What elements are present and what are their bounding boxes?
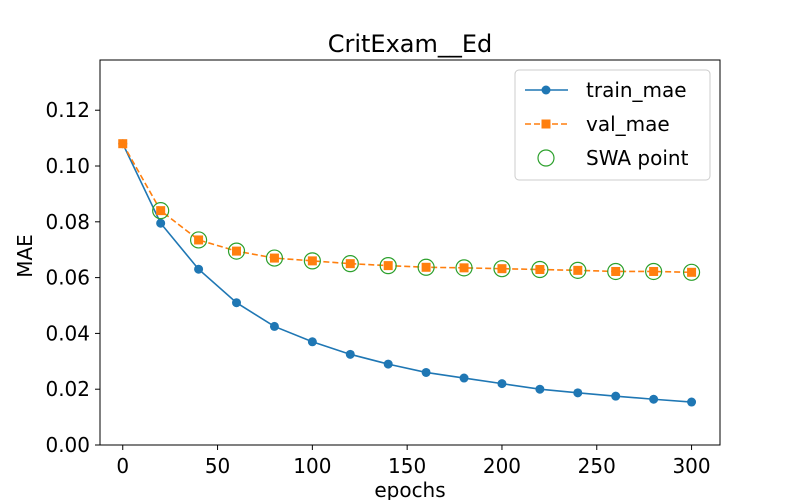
y-tick-label: 0.04 bbox=[45, 321, 90, 345]
x-tick-label: 100 bbox=[293, 454, 331, 478]
point-train-mae bbox=[383, 359, 393, 369]
point-val-mae bbox=[118, 139, 128, 149]
y-tick-label: 0.08 bbox=[45, 210, 90, 234]
legend-train-mae-label: train_mae bbox=[586, 78, 687, 102]
point-val-mae bbox=[232, 246, 242, 256]
point-swa-point bbox=[189, 231, 208, 249]
x-tick-label: 300 bbox=[672, 454, 710, 478]
point-train-mae bbox=[194, 264, 204, 274]
y-axis-title: MAE bbox=[13, 234, 37, 278]
point-train-mae bbox=[269, 321, 279, 331]
point-train-mae bbox=[459, 373, 469, 383]
x-tick-label: 150 bbox=[388, 454, 426, 478]
series-line-train-mae bbox=[122, 143, 692, 403]
point-train-mae bbox=[573, 388, 583, 398]
point-val-mae bbox=[611, 266, 621, 276]
point-val-mae bbox=[156, 206, 166, 216]
point-swa-point bbox=[493, 260, 511, 278]
point-swa-point bbox=[569, 261, 587, 279]
y-tick-label: 0.06 bbox=[45, 266, 90, 290]
legend-swa-point-label: SWA point bbox=[586, 146, 689, 170]
point-swa-point bbox=[379, 257, 397, 275]
point-swa-point bbox=[227, 242, 246, 260]
point-train-mae bbox=[497, 379, 507, 389]
point-swa-point bbox=[645, 262, 663, 281]
point-val-mae bbox=[307, 256, 317, 266]
point-train-mae bbox=[156, 218, 166, 228]
point-train-mae bbox=[611, 391, 621, 401]
y-axis: 0.00 0.02 0.04 0.06 0.08 0.10 0.12 bbox=[45, 98, 100, 457]
y-tick-label: 0.02 bbox=[45, 377, 90, 401]
legend-item-val-mae: val_mae bbox=[525, 112, 670, 136]
legend-val-mae-marker bbox=[541, 119, 551, 129]
point-train-mae bbox=[232, 298, 242, 308]
point-val-mae bbox=[649, 266, 659, 276]
x-tick-label: 200 bbox=[483, 454, 521, 478]
series-val-mae bbox=[118, 139, 697, 277]
point-swa-point bbox=[341, 255, 359, 273]
point-train-mae bbox=[649, 394, 659, 404]
x-tick-label: 0 bbox=[116, 454, 129, 478]
point-val-mae bbox=[535, 265, 545, 275]
legend-train-mae-marker bbox=[541, 85, 551, 95]
point-train-mae bbox=[345, 349, 355, 359]
point-swa-point bbox=[303, 252, 321, 270]
y-tick-label: 0.00 bbox=[45, 433, 90, 457]
point-train-mae bbox=[687, 397, 697, 407]
legend-item-swa-point: SWA point bbox=[537, 146, 689, 170]
legend-val-mae-label: val_mae bbox=[586, 112, 670, 136]
point-swa-point bbox=[607, 262, 625, 281]
point-val-mae bbox=[687, 267, 697, 277]
x-axis-title: epochs bbox=[374, 478, 445, 500]
series-layer bbox=[118, 139, 701, 407]
plot-area bbox=[99, 59, 721, 446]
series-line-val-mae bbox=[122, 143, 692, 274]
point-swa-point bbox=[417, 258, 435, 276]
point-swa-point bbox=[682, 263, 701, 281]
point-swa-point bbox=[455, 259, 473, 277]
x-axis: 0 50 100 150 200 250 300 bbox=[116, 445, 711, 478]
point-val-mae bbox=[383, 261, 393, 271]
plot-frame bbox=[99, 59, 721, 446]
x-tick-label: 50 bbox=[205, 454, 230, 478]
point-train-mae bbox=[307, 337, 317, 347]
point-val-mae bbox=[497, 264, 507, 274]
y-tick-label: 0.12 bbox=[45, 98, 90, 122]
point-train-mae bbox=[421, 367, 431, 377]
chart-title: CritExam__Ed bbox=[328, 30, 493, 58]
x-tick-label: 250 bbox=[578, 454, 616, 478]
point-val-mae bbox=[573, 265, 583, 275]
point-val-mae bbox=[194, 235, 204, 245]
point-val-mae bbox=[269, 253, 279, 263]
legend-swa-point-marker bbox=[537, 149, 555, 167]
series-swa-point bbox=[152, 202, 701, 281]
point-val-mae bbox=[459, 263, 469, 273]
point-swa-point bbox=[152, 202, 170, 220]
legend: train_mae val_mae SWA point bbox=[514, 69, 711, 181]
y-tick-label: 0.10 bbox=[45, 154, 90, 178]
point-swa-point bbox=[265, 249, 284, 267]
point-val-mae bbox=[345, 259, 355, 269]
legend-item-train-mae: train_mae bbox=[525, 78, 687, 102]
point-val-mae bbox=[421, 262, 431, 272]
point-swa-point bbox=[531, 260, 549, 279]
legend-frame bbox=[514, 69, 711, 181]
point-train-mae bbox=[535, 384, 545, 394]
